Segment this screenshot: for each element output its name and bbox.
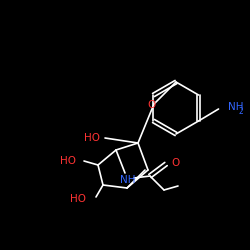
Text: O: O	[171, 158, 179, 168]
Text: O: O	[147, 100, 155, 110]
Text: HO: HO	[60, 156, 76, 166]
Text: 2: 2	[238, 106, 243, 116]
Text: HO: HO	[70, 194, 86, 204]
Text: NH: NH	[120, 175, 136, 185]
Text: HO: HO	[84, 133, 100, 143]
Text: NH: NH	[228, 102, 243, 112]
